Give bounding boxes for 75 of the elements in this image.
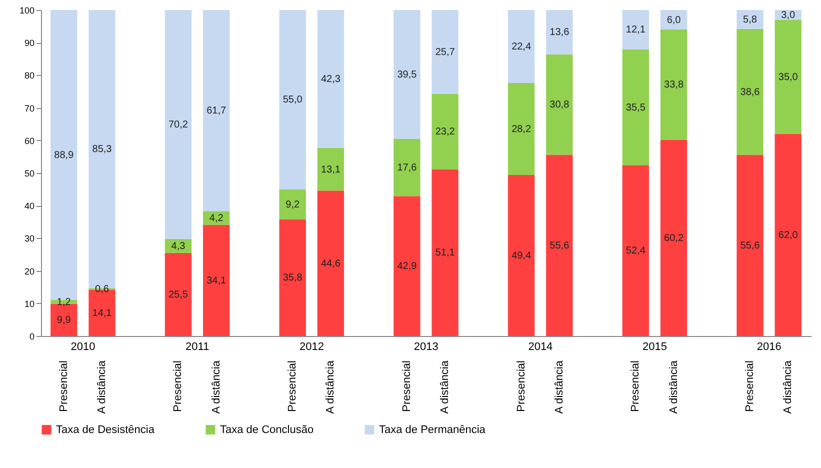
data-label: 13,6 xyxy=(550,27,570,38)
y-tick-label: 90 xyxy=(24,38,34,48)
data-label: 35,5 xyxy=(626,102,646,114)
x-tick-label: A distância xyxy=(96,360,108,414)
x-tick-label: A distância xyxy=(553,360,566,414)
y-tick-label: 20 xyxy=(24,266,34,276)
data-label: 70,2 xyxy=(168,119,188,130)
data-label: 55,6 xyxy=(740,240,760,252)
x-tick-label: Presencial xyxy=(58,360,70,412)
data-label: 55,0 xyxy=(282,94,303,106)
data-label: 61,7 xyxy=(206,106,227,117)
data-label: 25,5 xyxy=(168,289,188,300)
data-label: 30,8 xyxy=(550,100,570,111)
x-tick-label: Presencial xyxy=(400,360,413,412)
x-tick-label: A distância xyxy=(782,360,794,414)
data-label: 25,7 xyxy=(435,46,456,58)
data-label: 42,3 xyxy=(320,74,341,85)
y-tick-label: 40 xyxy=(24,201,34,212)
data-label: 34,1 xyxy=(206,275,227,286)
x-tick-label: A distância xyxy=(210,360,222,414)
x-tick-label: A distância xyxy=(324,360,337,414)
text: 2010 xyxy=(70,341,96,353)
data-label: 9,2 xyxy=(286,199,300,210)
x-tick-label: Presencial xyxy=(515,360,528,412)
data-label: 85,3 xyxy=(92,144,112,156)
data-label: 88,9 xyxy=(54,150,74,161)
data-label: 62,0 xyxy=(778,230,798,241)
data-label: 39,5 xyxy=(397,69,418,80)
y-tick-label: 10 xyxy=(24,298,34,309)
data-label: 17,6 xyxy=(397,162,418,174)
legend-label: Taxa de Desistência xyxy=(56,424,156,436)
text: 2012 xyxy=(299,341,324,353)
text: 2013 xyxy=(414,341,438,353)
y-tick-label: 0 xyxy=(29,332,34,342)
data-label: 22,4 xyxy=(512,42,532,53)
y-tick-label: 70 xyxy=(24,103,34,114)
data-label: 13,1 xyxy=(320,164,341,176)
data-label: 44,6 xyxy=(320,258,341,270)
data-label: 5,8 xyxy=(743,14,758,26)
data-label: 23,2 xyxy=(435,126,456,138)
data-label: 9,9 xyxy=(56,314,72,326)
y-tick-label: 60 xyxy=(24,136,34,146)
data-label: 4,2 xyxy=(209,212,224,224)
x-tick-label: Presencial xyxy=(630,360,642,412)
data-label: 12,1 xyxy=(626,24,646,36)
data-label: 51,1 xyxy=(435,248,456,259)
text: 2014 xyxy=(528,341,553,353)
x-tick-label: A distância xyxy=(668,360,680,414)
data-label: 28,2 xyxy=(512,124,532,135)
data-label: 35,8 xyxy=(282,272,303,284)
data-label: 35,0 xyxy=(778,72,798,83)
x-tick-label: Presencial xyxy=(286,360,299,412)
data-label: 49,4 xyxy=(512,250,532,262)
data-label: 42,9 xyxy=(397,261,418,272)
data-label: 60,2 xyxy=(664,232,684,244)
legend-label: Taxa de Conclusão xyxy=(220,424,314,436)
y-tick-label: 30 xyxy=(24,234,34,244)
y-tick-label: 80 xyxy=(24,70,34,81)
text: 2016 xyxy=(756,341,782,353)
data-label: 3,0 xyxy=(781,10,796,21)
legend-label: Taxa de Permanência xyxy=(379,424,486,436)
x-tick-label: Presencial xyxy=(744,360,756,412)
x-tick-label: Presencial xyxy=(172,360,184,412)
y-tick-label: 100 xyxy=(19,6,34,16)
text: 2011 xyxy=(186,341,210,353)
data-label: 52,4 xyxy=(626,246,646,257)
y-tick-label: 50 xyxy=(24,168,34,178)
x-tick-label: A distância xyxy=(439,360,452,414)
text: 2015 xyxy=(642,341,668,353)
data-label: 55,6 xyxy=(550,240,570,252)
data-label: 33,8 xyxy=(664,80,684,91)
data-label: 4,3 xyxy=(171,240,186,252)
data-label: 14,1 xyxy=(92,308,112,320)
data-label: 6,0 xyxy=(666,14,682,26)
data-label: 38,6 xyxy=(740,86,760,98)
